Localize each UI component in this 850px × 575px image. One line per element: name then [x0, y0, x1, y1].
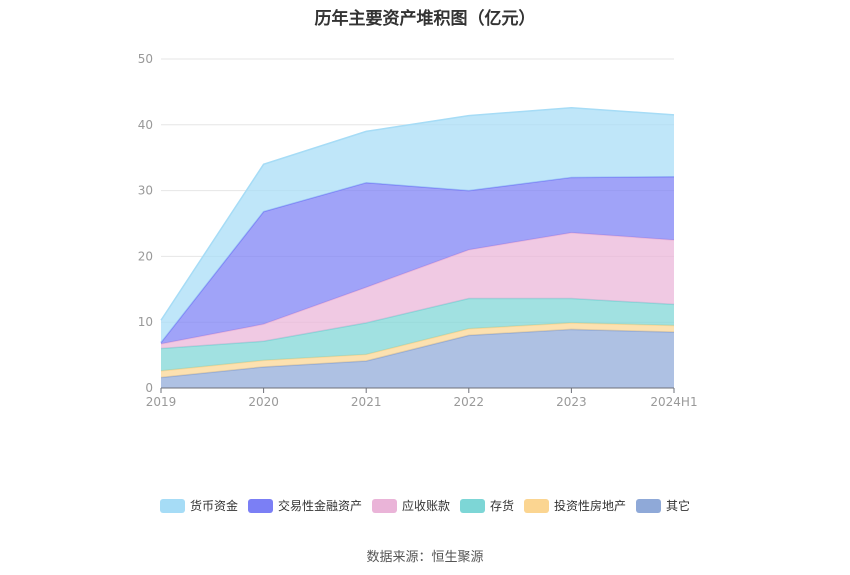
- legend-item[interactable]: 交易性金融资产: [247, 497, 362, 514]
- legend-item[interactable]: 投资性房地产: [524, 497, 626, 514]
- legend-label: 交易性金融资产: [277, 499, 362, 513]
- x-tick-label: 2019: [146, 395, 177, 409]
- legend-swatch: [371, 498, 397, 513]
- axes: 0 10 20 30 40 50 2019 2020 2021 2022 2023 2024H1: [138, 52, 698, 409]
- legend: 货币资金 交易性金融资产 应收账款 存货 投资性房地产 其它: [0, 497, 850, 514]
- legend-item[interactable]: 货币资金: [159, 497, 238, 514]
- legend-label: 货币资金: [189, 499, 238, 513]
- x-tick-label: 2024H1: [650, 395, 697, 409]
- legend-swatch: [460, 498, 485, 513]
- data-source: 数据来源：恒生聚源: [366, 550, 484, 565]
- x-tick-label: 2022: [454, 395, 485, 409]
- area-series-line-5: [160, 106, 675, 321]
- y-tick-label: 40: [138, 118, 153, 132]
- area-series-5: [161, 107, 674, 343]
- area-series-0: [161, 329, 674, 388]
- area-series-3: [161, 232, 674, 349]
- legend-item[interactable]: 其它: [636, 497, 690, 514]
- x-tick-label: 2020: [248, 395, 279, 409]
- legend-item[interactable]: 存货: [460, 497, 514, 514]
- legend-label: 应收账款: [401, 499, 450, 513]
- y-tick-label: 0: [145, 381, 153, 395]
- area-series-line-0: [160, 328, 675, 379]
- y-tick-label: 10: [138, 315, 153, 329]
- legend-swatch: [636, 498, 662, 513]
- chart-title: 历年主要资产堆积图（亿元）: [314, 9, 536, 29]
- y-tick-label: 30: [138, 184, 153, 198]
- legend-swatch: [524, 498, 550, 513]
- area-series-2: [161, 298, 674, 371]
- legend-item[interactable]: 应收账款: [371, 497, 450, 514]
- area-series-1: [161, 322, 674, 378]
- legend-label: 其它: [666, 499, 691, 513]
- area-series-4: [161, 176, 674, 344]
- y-tick-label: 50: [138, 52, 153, 66]
- area-series: [160, 106, 675, 388]
- legend-swatch: [159, 498, 185, 513]
- legend-label: 存货: [490, 499, 515, 513]
- legend-swatch: [247, 498, 273, 513]
- x-tick-label: 2023: [556, 395, 587, 409]
- y-tick-label: 20: [138, 249, 153, 263]
- legend-label: 投资性房地产: [554, 499, 627, 513]
- x-tick-label: 2021: [351, 395, 382, 409]
